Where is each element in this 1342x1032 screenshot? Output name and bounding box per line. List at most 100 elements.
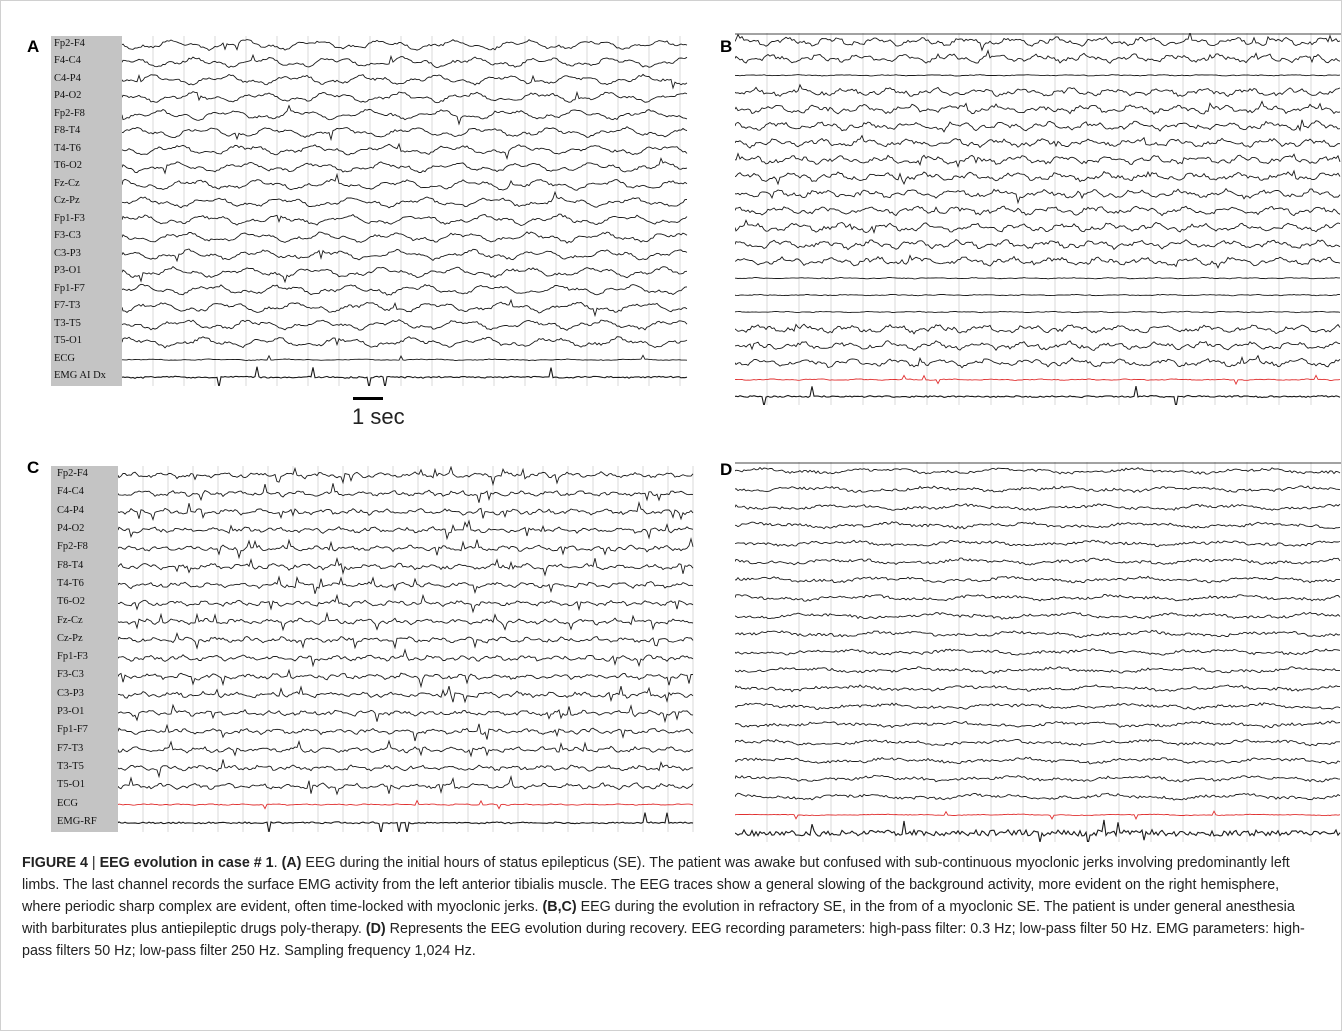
eeg-trace [118, 668, 693, 689]
channel-label: Fz-Cz [57, 614, 83, 626]
panel-d-svg [735, 462, 1341, 842]
panel-a-channel-labels [51, 36, 122, 386]
eeg-trace [122, 231, 688, 244]
eeg-trace [735, 521, 1341, 530]
eeg-trace [735, 503, 1341, 511]
channel-label: F3-C3 [57, 669, 84, 681]
eeg-trace [735, 810, 1341, 820]
eeg-trace [735, 738, 1340, 747]
eeg-trace [735, 33, 1341, 52]
panel-a-svg [122, 36, 688, 386]
eeg-trace [118, 556, 694, 577]
eeg-trace [122, 366, 688, 386]
channel-label: P4-O2 [57, 523, 85, 535]
channel-label: Fz-Cz [54, 177, 80, 189]
eeg-trace [735, 49, 1341, 64]
eeg-trace [735, 119, 1341, 133]
channel-label: EMG AI Dx [54, 370, 106, 382]
eeg-trace [122, 190, 688, 209]
eeg-trace [735, 385, 1341, 405]
eeg-trace [118, 703, 694, 724]
eeg-trace [122, 354, 688, 362]
channel-label: F8-T4 [57, 559, 84, 571]
eeg-trace [735, 354, 1341, 369]
eeg-trace [118, 723, 694, 742]
eeg-trace [122, 39, 688, 52]
panel-letter-a: A [27, 37, 40, 56]
eeg-trace [735, 293, 1341, 297]
eeg-trace [118, 611, 694, 632]
eeg-trace [122, 104, 688, 126]
caption-punct: . [273, 855, 282, 871]
caption-figure-label: FIGURE 4 [22, 855, 88, 871]
channel-label: ECG [57, 797, 78, 809]
eeg-trace [735, 277, 1340, 280]
eeg-trace [735, 666, 1341, 675]
eeg-trace [735, 134, 1341, 149]
channel-label: C3-P3 [57, 687, 84, 699]
channel-label: T4-T6 [54, 142, 81, 154]
caption-ref-d: (D) [365, 921, 386, 937]
channel-label: T5-O1 [57, 779, 85, 791]
eeg-trace [122, 90, 688, 104]
panel-b-eeg-traces [735, 33, 1341, 405]
eeg-trace [735, 310, 1341, 314]
channel-label: P3-O1 [54, 265, 82, 277]
eeg-trace [735, 557, 1341, 566]
caption-ref-bc: (B,C) [542, 899, 577, 915]
eeg-trace [118, 739, 694, 758]
caption-text-bc: EEG during the evolution in refractory S… [22, 899, 1295, 937]
channel-label: Fp1-F3 [57, 651, 88, 663]
caption-ref-a: (A) [281, 855, 302, 871]
eeg-trace [735, 74, 1341, 77]
panel-a-eeg-traces [122, 36, 688, 386]
eeg-trace [118, 500, 694, 521]
eeg-trace [735, 720, 1341, 729]
channel-label: T6-O2 [54, 160, 82, 172]
eeg-trace [122, 157, 688, 175]
eeg-trace [735, 611, 1341, 620]
panel-c-eeg-traces [118, 466, 694, 832]
eeg-trace [118, 631, 694, 650]
eeg-trace [122, 73, 688, 90]
eeg-trace [122, 172, 688, 191]
channel-label: P4-O2 [54, 90, 82, 102]
panel-letter-d: D [720, 460, 733, 479]
eeg-trace [118, 575, 694, 595]
eeg-trace [122, 319, 688, 331]
eeg-trace [118, 593, 694, 614]
eeg-trace [735, 684, 1340, 693]
eeg-trace [735, 539, 1341, 548]
channel-label: Fp1-F7 [57, 724, 88, 736]
figure-caption: FIGURE 4 | EEG evolution in case # 1. (A… [22, 852, 1322, 962]
eeg-trace [118, 759, 694, 779]
eeg-trace [735, 819, 1341, 842]
panel-letter-c: C [27, 458, 40, 477]
eeg-trace [735, 340, 1341, 352]
eeg-trace [735, 485, 1341, 493]
channel-label: C3-P3 [54, 247, 81, 259]
channel-label: ECG [54, 352, 75, 364]
eeg-trace [735, 205, 1341, 217]
caption-text-a: EEG during the initial hours of status e… [22, 855, 1290, 915]
eeg-trace [735, 323, 1341, 335]
eeg-trace [118, 812, 694, 832]
eeg-trace [118, 537, 694, 560]
eeg-trace [735, 152, 1341, 168]
eeg-trace [118, 519, 694, 541]
eeg-trace [735, 575, 1340, 584]
caption-separator: | [87, 855, 100, 871]
channel-label: C4-P4 [54, 72, 81, 84]
eeg-trace [122, 248, 688, 263]
eeg-trace [122, 298, 688, 318]
panel-b-svg [735, 33, 1341, 405]
channel-label: F4-C4 [54, 55, 81, 67]
eeg-trace [118, 685, 694, 704]
eeg-trace [735, 774, 1341, 783]
eeg-trace [118, 466, 694, 487]
time-scale-label: 1 sec [352, 404, 405, 429]
channel-label: Fp2-F8 [54, 107, 85, 119]
channel-label: T3-T5 [54, 317, 81, 329]
caption-text-d: Represents the EEG evolution during reco… [22, 921, 1305, 959]
eeg-trace [118, 648, 694, 668]
